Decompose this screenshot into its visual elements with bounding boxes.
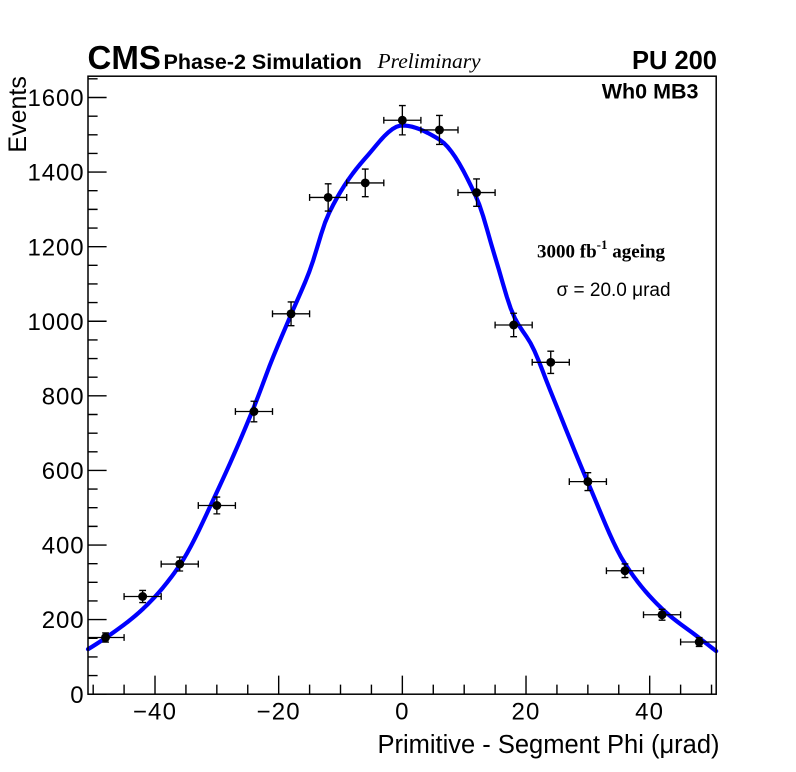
svg-text:200: 200 (42, 607, 85, 634)
svg-text:Primitive - Segment Phi (μrad): Primitive - Segment Phi (μrad) (377, 731, 719, 759)
svg-text:400: 400 (42, 533, 85, 560)
svg-text:σ = 20.0 μrad: σ = 20.0 μrad (557, 280, 671, 301)
svg-text:1600: 1600 (28, 85, 85, 112)
svg-text:Phase-2 Simulation: Phase-2 Simulation (164, 50, 362, 74)
svg-text:1200: 1200 (28, 234, 85, 261)
svg-text:−40: −40 (133, 699, 177, 726)
svg-text:0: 0 (70, 682, 84, 709)
svg-text:PU 200: PU 200 (632, 47, 717, 75)
svg-text:CMS: CMS (88, 39, 161, 76)
svg-text:Wh0 MB3: Wh0 MB3 (602, 79, 699, 103)
svg-text:1400: 1400 (28, 160, 85, 187)
svg-text:800: 800 (42, 383, 85, 410)
svg-text:Events: Events (4, 76, 32, 152)
svg-text:600: 600 (42, 458, 85, 485)
svg-text:−20: −20 (257, 699, 301, 726)
svg-text:0: 0 (395, 699, 410, 726)
svg-text:1000: 1000 (28, 309, 85, 336)
svg-text:40: 40 (635, 699, 664, 726)
svg-text:Preliminary: Preliminary (377, 49, 482, 73)
svg-text:20: 20 (511, 699, 540, 726)
